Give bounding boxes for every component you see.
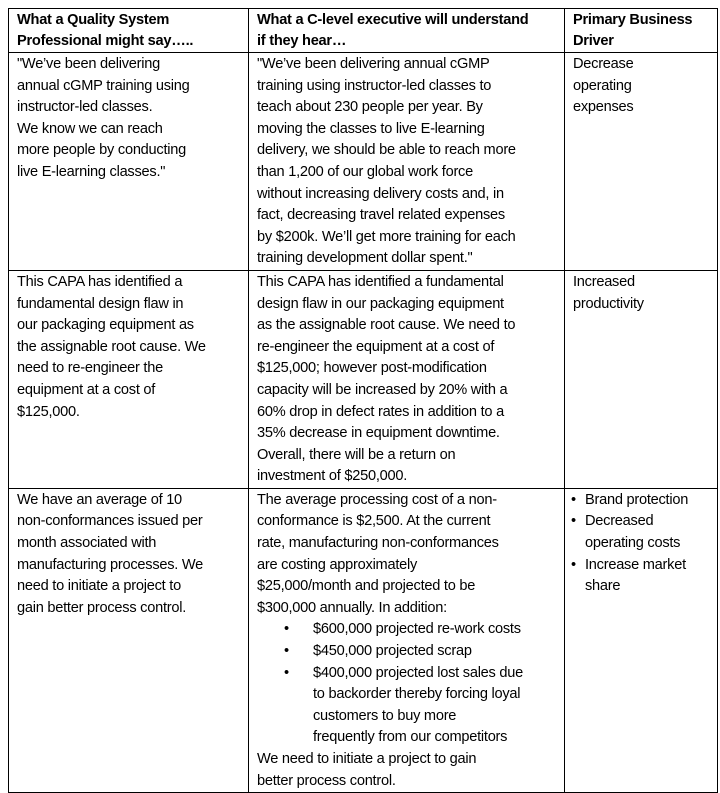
text-line: the assignable root cause. We	[17, 338, 206, 355]
text-line: $400,000 projected lost sales due	[313, 664, 524, 681]
bullet-item: Increase market share	[569, 555, 711, 598]
text-line: manufacturing processes. We	[17, 556, 204, 573]
text-line: our packaging equipment as	[17, 317, 194, 334]
text-line: We know we can reach	[17, 120, 163, 137]
text-line: equipment at a cost of	[17, 381, 156, 398]
text-line: as the assignable root cause. We need to	[257, 317, 516, 334]
header-line: Primary Business	[573, 12, 693, 28]
text-line: need to re-engineer the	[17, 360, 163, 377]
text-line: $600,000 projected re-work costs	[313, 621, 521, 638]
text-line: more people by conducting	[17, 142, 186, 159]
header-driver: Primary Business Driver	[564, 8, 718, 53]
text-line: need to initiate a project to	[17, 578, 181, 595]
text-line: $125,000; however post-modification	[257, 360, 487, 377]
text-line: Increased	[573, 273, 635, 290]
text-line: gain better process control.	[17, 599, 187, 616]
header-line: Driver	[573, 33, 614, 49]
bullet-item: Brand protection	[569, 490, 711, 512]
text-line: training using instructor-led classes to	[257, 77, 492, 94]
cell-executive: This CAPA has identified a fundamental de…	[248, 269, 565, 489]
cell-executive: "We’ve been delivering annual cGMP traini…	[248, 52, 565, 271]
text-line: teach about 230 people per year. By	[257, 99, 483, 116]
bullet-item: $450,000 projected scrap	[257, 641, 558, 663]
text-line: $450,000 projected scrap	[313, 643, 472, 660]
text-line: customers to buy more	[313, 707, 457, 724]
text-line: The average processing cost of a non-	[257, 491, 497, 508]
text-line: are costing approximately	[257, 556, 418, 573]
cell-quality: We have an average of 10 non-conformances…	[8, 487, 249, 793]
text-line: 35% decrease in equipment downtime.	[257, 425, 500, 442]
text-line: fact, decreasing travel related expenses	[257, 207, 505, 224]
table-row: This CAPA has identified a fundamental de…	[8, 269, 718, 489]
header-line: Professional might say…..	[17, 33, 194, 49]
text-line: Brand protection	[585, 491, 689, 508]
text-line: "We’ve been delivering annual cGMP	[257, 56, 490, 72]
bullet-item: $400,000 projected lost sales due to back…	[257, 663, 558, 749]
text-line: investment of $250,000.	[257, 468, 408, 485]
header-quality: What a Quality System Professional might …	[8, 8, 249, 53]
text-line: share	[585, 578, 621, 595]
cost-bullet-list: $600,000 projected re-work costs $450,000…	[257, 619, 558, 749]
text-line: Overall, there will be a return on	[257, 446, 456, 463]
cell-driver: Decrease operating expenses	[564, 52, 718, 271]
text-line: to backorder thereby forcing loyal	[313, 686, 521, 703]
header-row: What a Quality System Professional might …	[8, 8, 718, 53]
text-line: operating	[573, 77, 632, 94]
text-line: fundamental design flaw in	[17, 295, 184, 312]
table-row: "We’ve been delivering annual cGMP traini…	[8, 52, 718, 271]
text-line: expenses	[573, 99, 634, 116]
text-line: "We’ve been delivering	[17, 56, 161, 72]
text-line: $125,000.	[17, 403, 80, 420]
cell-driver: Increased productivity	[564, 269, 718, 489]
text-line: $300,000 annually. In addition:	[257, 599, 447, 616]
text-line: better process control.	[257, 772, 396, 789]
header-line: What a Quality System	[17, 12, 170, 28]
text-line: rate, manufacturing non-conformances	[257, 535, 499, 552]
text-line: productivity	[573, 295, 644, 312]
comparison-table: What a Quality System Professional might …	[8, 8, 718, 793]
text-line: We have an average of 10	[17, 491, 182, 508]
text-line: by $200k. We’ll get more training for ea…	[257, 228, 516, 245]
text-line: delivery, we should be able to reach mor…	[257, 142, 516, 159]
bullet-item: Decreased operating costs	[569, 511, 711, 554]
header-line: if they hear…	[257, 33, 347, 49]
cell-quality: This CAPA has identified a fundamental de…	[8, 269, 249, 489]
text-line: operating costs	[585, 535, 681, 552]
text-line: $25,000/month and projected to be	[257, 578, 476, 595]
text-line: This CAPA has identified a fundamental	[257, 273, 504, 290]
text-line: non-conformances issued per	[17, 513, 203, 530]
cell-driver: Brand protection Decreased operating costs…	[564, 487, 718, 793]
text-line: moving the classes to live E-learning	[257, 120, 485, 137]
text-line: live E-learning classes."	[17, 163, 166, 180]
text-line: capacity will be increased by 20% with a	[257, 381, 508, 398]
cell-quality: "We’ve been delivering annual cGMP traini…	[8, 52, 249, 271]
text-line: Decreased	[585, 513, 654, 530]
header-line: What a C-level executive will understand	[257, 12, 529, 28]
text-line: Decrease	[573, 56, 634, 72]
text-line: re-engineer the equipment at a cost of	[257, 338, 495, 355]
header-executive: What a C-level executive will understand…	[248, 8, 565, 53]
text-line: than 1,200 of our global work force	[257, 163, 473, 180]
text-line: month associated with	[17, 535, 157, 552]
text-line: conformance is $2,500. At the current	[257, 513, 491, 530]
cell-executive: The average processing cost of a non-con…	[248, 487, 565, 793]
text-line: Increase market	[585, 556, 686, 573]
text-line: This CAPA has identified a	[17, 273, 183, 290]
table-row: We have an average of 10 non-conformances…	[8, 487, 718, 793]
text-line: design flaw in our packaging equipment	[257, 295, 504, 312]
bullet-item: $600,000 projected re-work costs	[257, 619, 558, 641]
text-line: without increasing delivery costs and, i…	[257, 185, 504, 202]
driver-bullet-list: Brand protection Decreased operating costs…	[569, 490, 711, 598]
text-line: 60% drop in defect rates in addition to …	[257, 403, 504, 420]
text-line: instructor-led classes.	[17, 99, 153, 116]
text-line: annual cGMP training using	[17, 77, 190, 94]
text-line: frequently from our competitors	[313, 729, 508, 746]
text-line: training development dollar spent."	[257, 250, 473, 267]
text-line: We need to initiate a project to gain	[257, 751, 477, 767]
